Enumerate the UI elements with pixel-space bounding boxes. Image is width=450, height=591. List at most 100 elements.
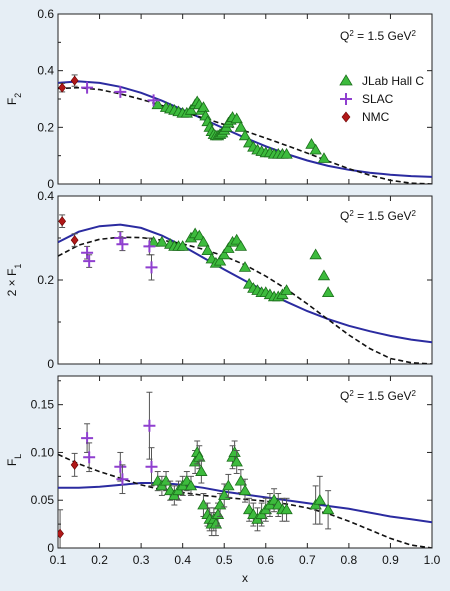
x-tick-label: 1.0 bbox=[424, 553, 441, 567]
jlab-point bbox=[201, 244, 214, 256]
panel-f2: 0 0.2 0.4 0.6 F2 Q2 = 1.5 GeV2 JLab Hall C … bbox=[5, 7, 433, 191]
slac-point bbox=[83, 255, 96, 268]
slac-point bbox=[81, 81, 94, 94]
slac-point bbox=[114, 460, 127, 473]
q2-annotation: Q2 = 1.5 GeV2 bbox=[340, 209, 417, 224]
jlab-point bbox=[280, 503, 293, 515]
x-tick-label: 0.1 bbox=[50, 553, 67, 567]
x-tick-label: 0.4 bbox=[174, 553, 191, 567]
model-curve-solid bbox=[58, 223, 432, 344]
y-tick-label: 0.15 bbox=[31, 398, 55, 412]
jlab-point bbox=[193, 450, 206, 462]
y-axis-label: F2 bbox=[5, 93, 23, 105]
legend-label-nmc: NMC bbox=[362, 110, 390, 124]
y-tick-label: 0.4 bbox=[37, 64, 54, 78]
jlab-point bbox=[234, 121, 248, 132]
jlab-point bbox=[280, 147, 293, 159]
x-tick-label: 0.6 bbox=[257, 553, 274, 567]
jlab-point bbox=[309, 143, 322, 155]
jlab-point bbox=[184, 479, 198, 491]
legend-triangle-marker bbox=[339, 74, 353, 86]
jlab-point bbox=[193, 229, 206, 241]
legend-label-slac: SLAC bbox=[362, 92, 394, 106]
jlab-point bbox=[313, 493, 326, 505]
y-axis-label: 2 × F1 bbox=[5, 264, 23, 297]
slac-point bbox=[114, 85, 127, 98]
legend-diamond-marker bbox=[341, 111, 351, 123]
y-tick-label: 0 bbox=[47, 357, 54, 371]
jlab-point bbox=[317, 269, 331, 281]
y-axis-label: FL bbox=[5, 454, 23, 466]
panel-fl: 0 0.05 0.10 0.15 0.1 0.2 0.3 0.4 0.5 0.6 0.7 0.8 0.9… bbox=[5, 375, 441, 585]
x-tick-label: 0.7 bbox=[299, 553, 316, 567]
jlab-point bbox=[230, 233, 243, 245]
slac-point bbox=[81, 246, 94, 259]
jlab-point bbox=[238, 261, 252, 272]
jlab-point bbox=[218, 248, 231, 260]
legend-label-jlab: JLab Hall C bbox=[362, 74, 424, 88]
y-tick-label: 0 bbox=[47, 177, 54, 191]
panel-2f1: 0 0.2 0.4 2 × F1 Q2 = 1.5 GeV2 bbox=[5, 189, 433, 371]
jlab-point bbox=[197, 498, 210, 510]
jlab-point bbox=[184, 104, 198, 115]
nmc-point bbox=[70, 75, 79, 86]
jlab-point bbox=[213, 254, 227, 266]
y-tick-label: 0.05 bbox=[31, 493, 55, 507]
jlab-point bbox=[176, 240, 189, 251]
nmc-point bbox=[58, 82, 67, 93]
legend-plus-marker bbox=[340, 93, 352, 105]
nmc-point bbox=[70, 459, 79, 470]
x-tick-label: 0.8 bbox=[341, 553, 358, 567]
jlab-point bbox=[151, 98, 164, 110]
jlab-point bbox=[197, 101, 210, 112]
jlab-point bbox=[155, 235, 169, 247]
x-tick-label: 0.5 bbox=[216, 553, 233, 567]
slac-point bbox=[147, 94, 160, 107]
q2-annotation: Q2 = 1.5 GeV2 bbox=[340, 389, 417, 404]
jlab-point bbox=[305, 138, 318, 149]
y-tick-label: 0.10 bbox=[31, 445, 55, 459]
slac-point bbox=[83, 451, 96, 464]
x-tick-label: 0.2 bbox=[91, 553, 108, 567]
jlab-point bbox=[234, 240, 248, 251]
slac-point bbox=[143, 419, 156, 432]
y-tick-label: 0.2 bbox=[37, 120, 54, 134]
y-tick-label: 0.4 bbox=[37, 189, 54, 203]
y-tick-label: 0.2 bbox=[37, 273, 54, 287]
slac-point bbox=[143, 240, 156, 253]
x-axis-label: x bbox=[242, 571, 248, 585]
slac-point bbox=[145, 261, 158, 274]
legend: JLab Hall C SLAC NMC bbox=[339, 74, 424, 124]
jlab-point bbox=[321, 503, 335, 515]
jlab-point bbox=[222, 242, 235, 253]
plot-area bbox=[57, 13, 433, 185]
slac-point bbox=[116, 473, 129, 486]
jlab-point bbox=[234, 474, 248, 486]
jlab-point bbox=[222, 479, 235, 491]
slac-point bbox=[145, 460, 158, 473]
x-tick-label: 0.3 bbox=[133, 553, 150, 567]
nmc-point bbox=[70, 235, 79, 246]
x-tick-label: 0.9 bbox=[382, 553, 399, 567]
jlab-point bbox=[230, 112, 243, 124]
slac-point bbox=[81, 432, 94, 445]
legend-entry-jlab: JLab Hall C bbox=[339, 74, 424, 88]
jlab-point bbox=[317, 152, 331, 163]
nmc-point bbox=[58, 216, 67, 227]
slac-point bbox=[116, 238, 129, 251]
jlab-point bbox=[159, 474, 173, 486]
jlab-point bbox=[238, 484, 252, 496]
jlab-point bbox=[321, 286, 335, 298]
y-tick-label: 0.6 bbox=[37, 7, 54, 21]
jlab-point bbox=[197, 235, 210, 247]
y-tick-label: 0 bbox=[47, 541, 54, 555]
legend-entry-slac: SLAC bbox=[340, 92, 394, 106]
jlab-point bbox=[309, 248, 322, 260]
jlab-point bbox=[228, 446, 241, 457]
jlab-point bbox=[280, 284, 293, 295]
q2-annotation: Q2 = 1.5 GeV2 bbox=[340, 29, 417, 44]
jlab-point bbox=[238, 129, 252, 141]
nmc-point bbox=[58, 528, 64, 539]
jlab-point bbox=[195, 465, 208, 476]
